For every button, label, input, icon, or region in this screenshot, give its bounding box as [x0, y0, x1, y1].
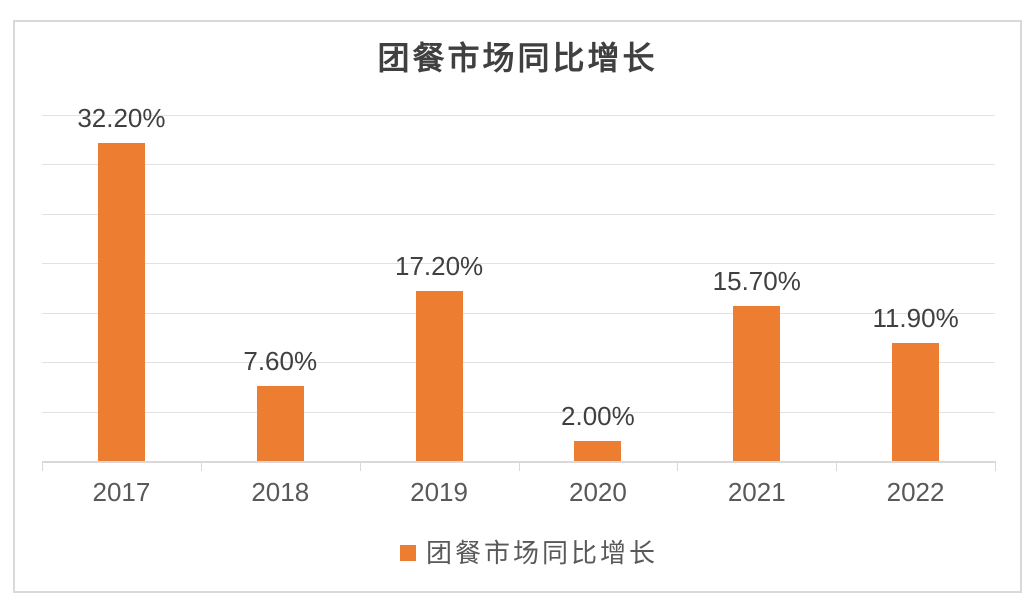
x-axis-label-2020: 2020	[568, 477, 627, 507]
gridline	[42, 164, 995, 166]
x-axis-label-2018: 2018	[251, 477, 310, 507]
gridline	[42, 362, 995, 364]
bar-2017	[97, 142, 145, 461]
legend-swatch-icon	[400, 545, 416, 561]
bar-2018	[256, 385, 304, 461]
chart-title: 团餐市场同比增长	[377, 40, 658, 76]
legend: 团餐市场同比增长	[400, 538, 658, 568]
bar-2022	[892, 343, 940, 461]
x-axis-tick	[995, 461, 996, 471]
chart-frame: 团餐市场同比增长 32.20% 2017 7.60% 2018 17.20% 2019 2.…	[13, 20, 1022, 593]
data-label-2022: 11.90%	[872, 303, 959, 334]
data-label-2018: 7.60%	[243, 345, 318, 376]
x-axis-tick	[200, 461, 202, 471]
x-axis-tick	[677, 461, 679, 471]
legend-series-label: 团餐市场同比增长	[426, 538, 659, 568]
bar-2020	[574, 441, 622, 461]
x-axis-label-2022: 2022	[886, 477, 945, 507]
data-label-2017: 32.20%	[77, 102, 166, 133]
x-axis-label-2019: 2019	[410, 477, 468, 507]
plot-area: 32.20% 2017 7.60% 2018 17.20% 2019 2.00% 2020 15…	[15, 22, 1020, 591]
gridline	[42, 411, 995, 413]
gridline	[42, 213, 995, 215]
x-axis-tick	[359, 461, 361, 471]
data-label-2020: 2.00%	[561, 401, 635, 432]
gridline	[42, 115, 995, 116]
gridline	[42, 263, 995, 265]
data-label-2019: 17.20%	[394, 250, 484, 281]
x-axis-tick	[518, 461, 520, 471]
gridline	[42, 312, 995, 314]
x-axis-tick	[836, 461, 838, 471]
bar-2021	[733, 305, 781, 461]
data-label-2021: 15.70%	[712, 265, 801, 296]
x-axis-tick	[42, 461, 43, 471]
x-axis-label-2017: 2017	[92, 477, 151, 507]
x-axis-label-2021: 2021	[727, 477, 786, 507]
bar-2019	[415, 290, 463, 461]
